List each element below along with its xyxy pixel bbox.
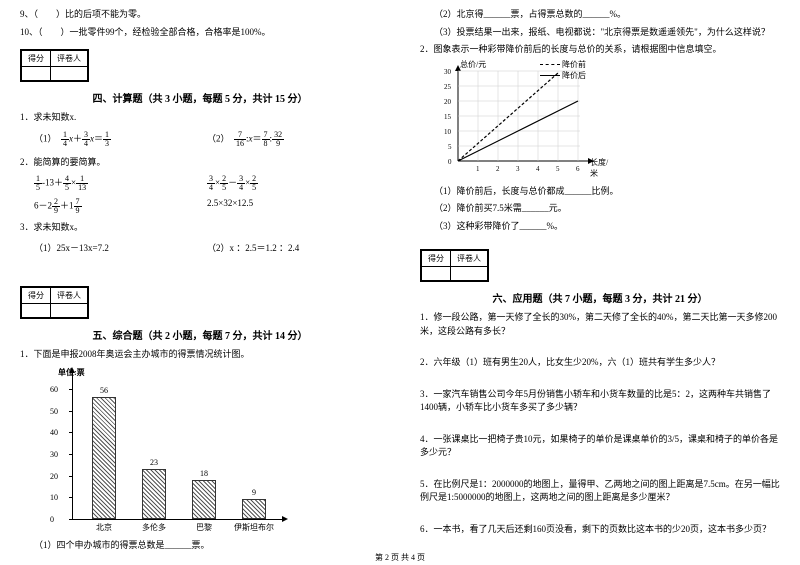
svg-text:30: 30 xyxy=(444,68,452,76)
bar xyxy=(242,499,266,519)
eq-row-3: （1）25x－13x=7.2 （2）x ：2.5＝1.2 ：2.4 xyxy=(20,241,380,254)
s6-q6: 6．一本书，看了几天后还剩160页没看，剩下的页数比这本书的少20页，这本书多少… xyxy=(420,523,780,537)
bar-value-label: 56 xyxy=(92,386,116,395)
svg-text:6: 6 xyxy=(576,165,580,173)
y-tick-label: 40 xyxy=(50,428,58,437)
section-4-title: 四、计算题（共 3 小题，每题 5 分，共计 15 分） xyxy=(20,90,380,105)
bar-x-label: 伊斯坦布尔 xyxy=(234,522,274,533)
svg-text:4: 4 xyxy=(536,165,540,173)
legend-box: 降价前 降价后 xyxy=(540,59,586,81)
s5-q2: 2．图象表示一种彩带降价前后的长度与总价的关系，请根据图中信息填空。 xyxy=(420,43,780,57)
calc-row-2: 6－229＋179 2.5×32×12.5 xyxy=(20,198,380,215)
eq-3a: （1）25x－13x=7.2 xyxy=(34,241,207,254)
bar-value-label: 18 xyxy=(192,469,216,478)
y-tick-label: 0 xyxy=(50,515,54,524)
score-box-4: 得分 评卷人 xyxy=(20,49,89,82)
svg-text:1: 1 xyxy=(476,165,480,173)
svg-text:5: 5 xyxy=(448,143,452,151)
line-chart: 降价前 降价后 0 xyxy=(430,61,610,181)
eq-3b: （2）x ：2.5＝1.2 ：2.4 xyxy=(207,241,380,254)
calc-4: 2.5×32×12.5 xyxy=(207,198,380,215)
calc-3: 6－229＋179 xyxy=(34,198,207,215)
question-10: 10、（ ）一批零件99个，经检验全部合格，合格率是100%。 xyxy=(20,26,380,40)
score-cell: 得分 xyxy=(422,251,451,267)
solid-icon xyxy=(540,75,560,76)
y-tick-label: 10 xyxy=(50,493,58,502)
svg-text:0: 0 xyxy=(448,158,452,166)
x-arrow-icon xyxy=(282,516,288,522)
calc1-mid: -13＋ xyxy=(42,178,63,188)
s4-q3: 3．求未知数x。 xyxy=(20,221,380,235)
left-column: 9、（ ）比的后项不能为零。 10、（ ）一批零件99个，经检验全部合格，合格率… xyxy=(0,0,400,565)
legend-before: 降价前 xyxy=(562,60,586,69)
eq-2: （2） 716:x＝78:329 xyxy=(207,131,380,148)
legend-after: 降价后 xyxy=(562,71,586,80)
score-cell: 得分 xyxy=(22,51,51,67)
eq2-label: （2） xyxy=(207,133,230,143)
section-5-title: 五、综合题（共 2 小题，每题 7 分，共计 14 分） xyxy=(20,327,380,342)
y-tick-label: 20 xyxy=(50,472,58,481)
s5-q1: 1．下面是申报2008年奥运会主办城市的得票情况统计图。 xyxy=(20,348,380,362)
bar-chart: 单位:票 010203040506056北京23多伦多18巴黎9伊斯坦布尔 xyxy=(28,367,288,537)
lc-sub3: （3）这种彩带降价了______%。 xyxy=(420,220,780,234)
bar xyxy=(142,469,166,519)
s5-q1-sub1: （1）四个申办城市的得票总数是______票。 xyxy=(20,539,380,553)
y-tick-label: 50 xyxy=(50,407,58,416)
s4-q2: 2．能简算的要简算。 xyxy=(20,156,380,170)
grader-cell: 评卷人 xyxy=(51,51,88,67)
equation-row-1: （1） 14x＋34x＝13 （2） 716:x＝78:329 xyxy=(20,131,380,148)
s6-q1: 1．修一段公路，第一天修了全长的30%，第二天修了全长的40%，第二天比第一天多… xyxy=(420,311,780,338)
y-tick-label: 30 xyxy=(50,450,58,459)
question-9: 9、（ ）比的后项不能为零。 xyxy=(20,8,380,22)
svg-text:2: 2 xyxy=(496,165,500,173)
s6-q3: 3．一家汽车销售公司今年5月份销售小轿车和小货车数量的比是5：2，这两种车共销售… xyxy=(420,388,780,415)
eq-1: （1） 14x＋34x＝13 xyxy=(34,131,207,148)
y-tick-label: 60 xyxy=(50,385,58,394)
calc3-b: ＋1 xyxy=(60,201,74,211)
section-6-title: 六、应用题（共 7 小题，每题 3 分，共计 21 分） xyxy=(420,290,780,305)
right-column: （2）北京得______票，占得票总数的______%。 （3）投票结果一出来，… xyxy=(400,0,800,565)
x-axis xyxy=(72,519,282,520)
calc-1: 15-13＋45×113 xyxy=(34,175,207,192)
score-cell: 得分 xyxy=(22,287,51,303)
svg-text:25: 25 xyxy=(444,83,452,91)
y-axis xyxy=(72,371,73,519)
s5-sub3: （3）投票结果一出来，报纸、电视都说："北京得票是数遥遥领先"，为什么这样说？ xyxy=(420,26,780,40)
score-box-6: 得分 评卷人 xyxy=(420,249,489,282)
lc-sub1: （1）降价前后，长度与总价都成______比例。 xyxy=(420,185,780,199)
page-footer: 第 2 页 共 4 页 xyxy=(0,552,800,563)
bar xyxy=(192,480,216,519)
svg-text:5: 5 xyxy=(556,165,560,173)
s5-sub2: （2）北京得______票，占得票总数的______%。 xyxy=(420,8,780,22)
x-axis-label: 长度/米 xyxy=(590,157,610,179)
score-box-5: 得分 评卷人 xyxy=(20,286,89,319)
bar xyxy=(92,397,116,519)
eq1-label: （1） xyxy=(34,133,57,143)
svg-text:15: 15 xyxy=(444,113,452,121)
calc3-a: 6－2 xyxy=(34,201,52,211)
calc-2: 34×25－34×25 xyxy=(207,175,380,192)
svg-text:3: 3 xyxy=(516,165,520,173)
bar-x-label: 巴黎 xyxy=(184,522,224,533)
s6-q4: 4．一张课桌比一把椅子贵10元，如果椅子的单价是课桌单价的3/5，课桌和椅子的单… xyxy=(420,433,780,460)
svg-text:10: 10 xyxy=(444,128,452,136)
grader-cell: 评卷人 xyxy=(51,287,88,303)
s6-q2: 2．六年级（1）班有男生20人，比女生少20%，六（1）班共有学生多少人？ xyxy=(420,356,780,370)
bar-x-label: 北京 xyxy=(84,522,124,533)
lc-sub2: （2）降价前买7.5米需______元。 xyxy=(420,202,780,216)
svg-text:20: 20 xyxy=(444,98,452,106)
y-axis-label: 总价/元 xyxy=(460,59,486,70)
dash-icon xyxy=(540,64,560,65)
grader-cell: 评卷人 xyxy=(451,251,488,267)
bar-value-label: 9 xyxy=(242,488,266,497)
s4-q1: 1．求未知数x. xyxy=(20,111,380,125)
bar-value-label: 23 xyxy=(142,458,166,467)
s6-q5: 5．在比例尺是1：2000000的地图上，量得甲、乙两地之间的图上距离是7.5c… xyxy=(420,478,780,505)
bar-x-label: 多伦多 xyxy=(134,522,174,533)
calc-row-1: 15-13＋45×113 34×25－34×25 xyxy=(20,175,380,192)
